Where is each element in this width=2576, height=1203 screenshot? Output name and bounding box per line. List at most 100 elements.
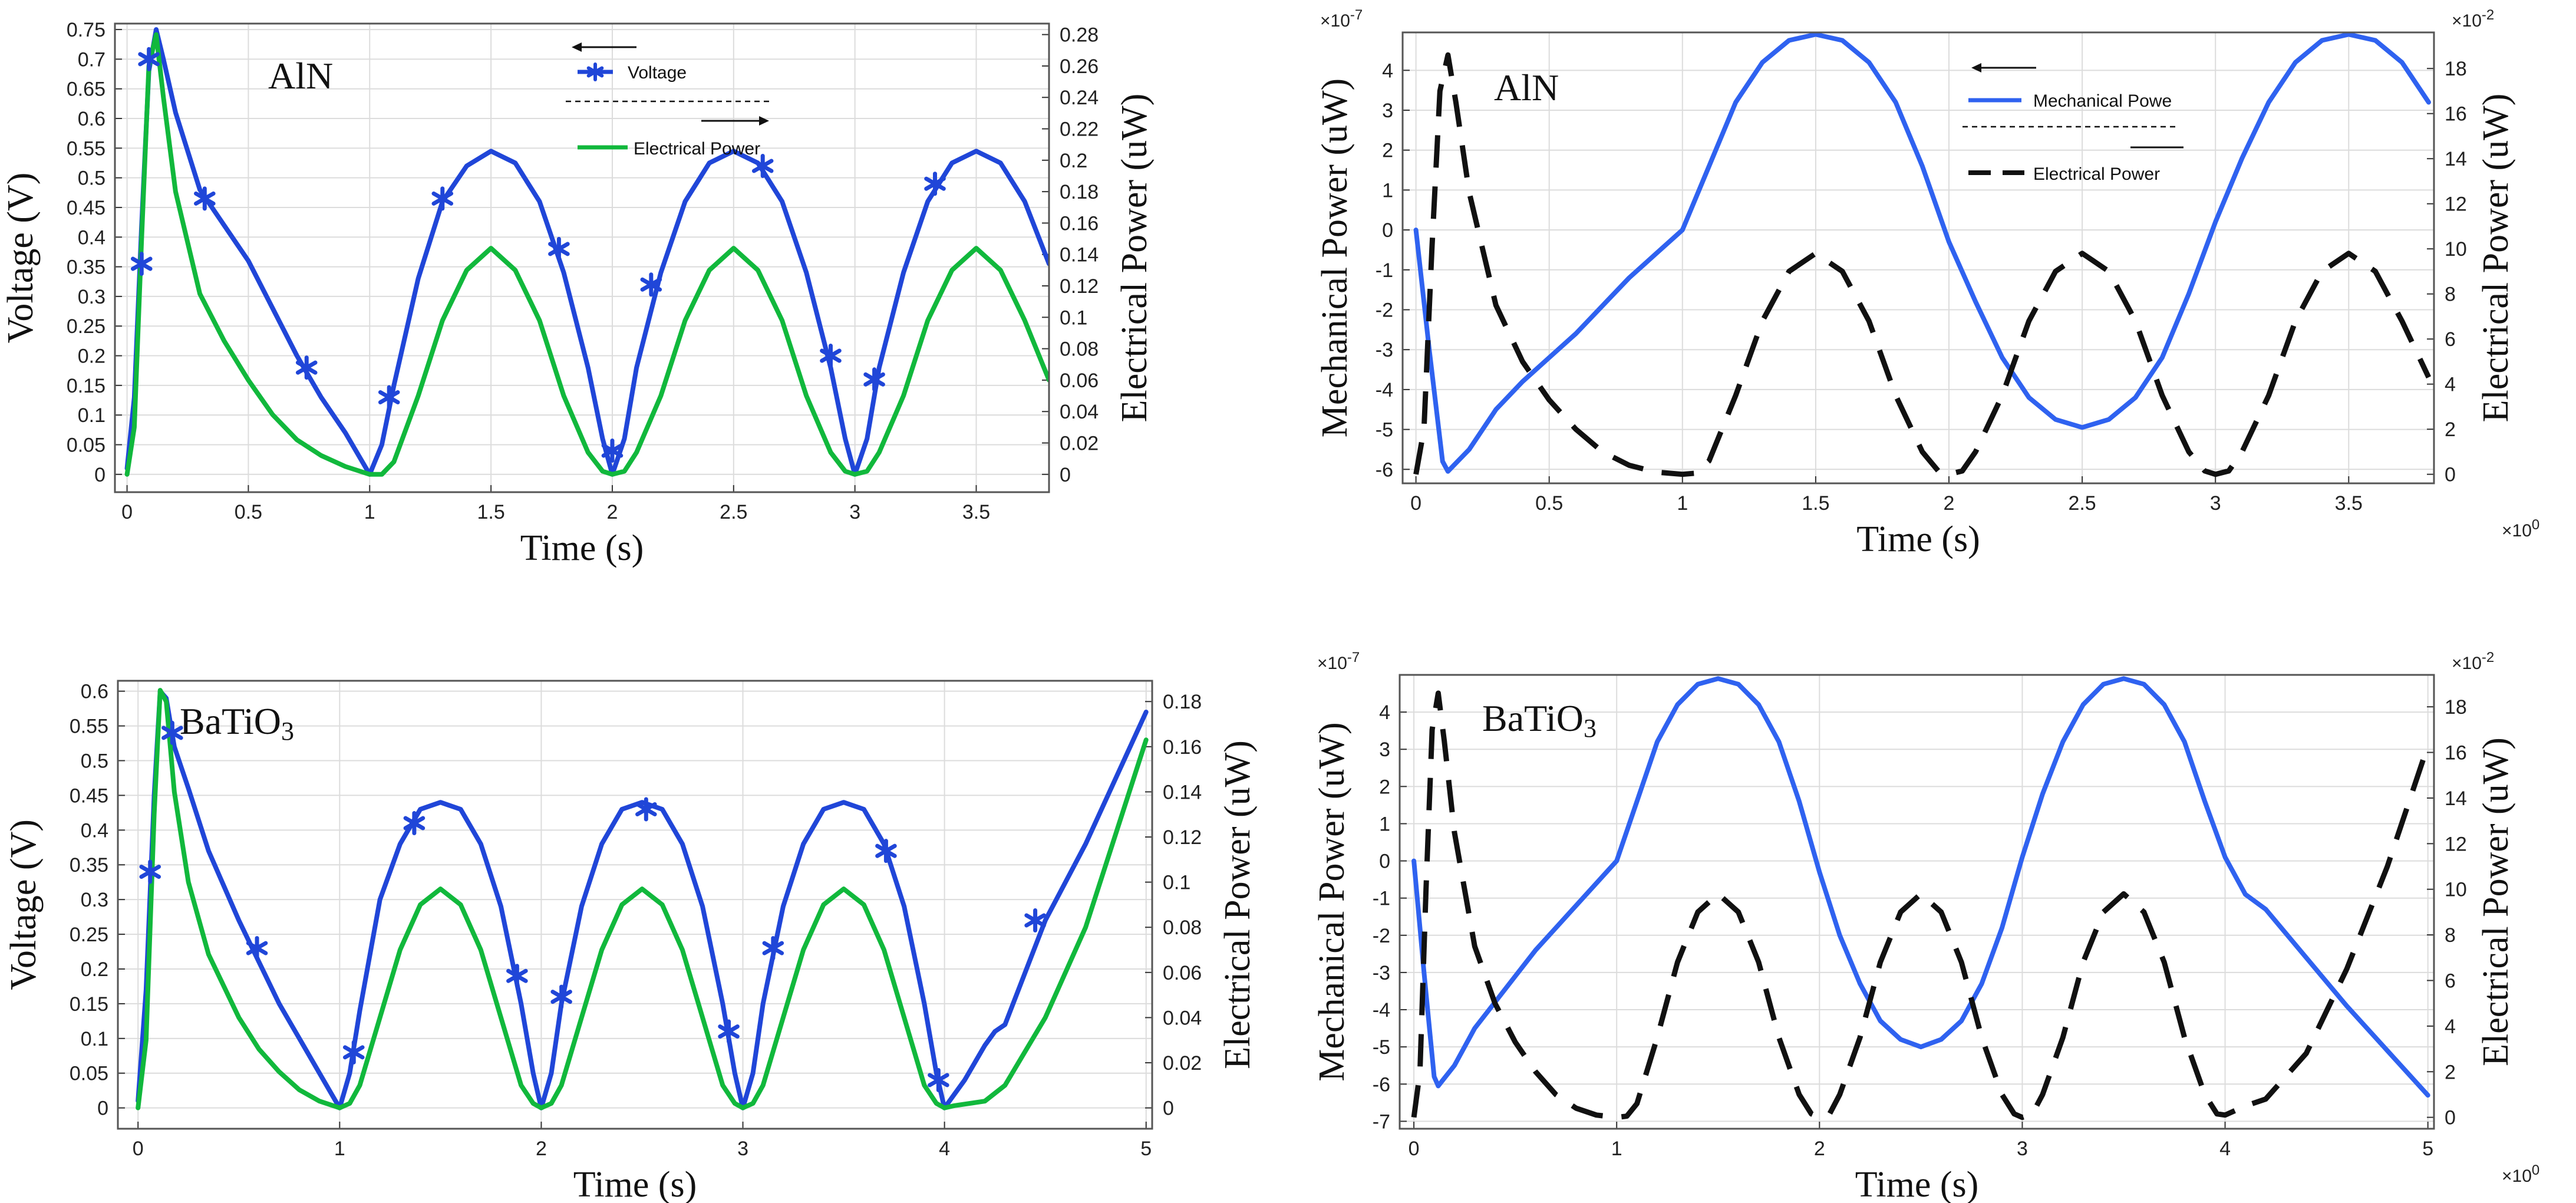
x-tick-label: 3: [2017, 1138, 2028, 1160]
voltage-marker: [431, 186, 454, 211]
x-tick-label: 2: [1944, 492, 1955, 515]
y-tick-label: -5: [1373, 1036, 1390, 1059]
y-tick-label: 4: [1382, 60, 1393, 82]
voltage-marker: [718, 1019, 740, 1044]
x-tick-label: 3: [737, 1138, 748, 1160]
y-tick-label: 0.3: [81, 889, 108, 911]
y-tick-label: 0.15: [67, 375, 105, 397]
y2-tick-label: 0.04: [1163, 1007, 1202, 1029]
chart-aln-voltage: 0 0.5 1 1.5 2 2.5 3 3.5 0 0.05 0.1 0.15 0.2 0.25 0.3 0.…: [1, 19, 1155, 568]
y-exponent-label: ×10-7: [1317, 650, 1360, 673]
y-tick-label: 0: [94, 464, 105, 486]
y2-tick-label: 16: [2445, 103, 2467, 126]
legend: Voltage Electrical Power: [566, 42, 769, 159]
plot-area: [1400, 675, 2434, 1129]
y2-tick-label: 0: [1060, 464, 1071, 486]
y2-tick-label: 0: [2445, 464, 2456, 486]
x-tick-label: 3.5: [962, 501, 990, 523]
y-tick-label: -4: [1373, 999, 1390, 1021]
y-tick-label: 0.05: [70, 1063, 108, 1085]
y-tick-label: 0.2: [81, 958, 108, 981]
y-tick-label: 0.6: [81, 681, 108, 703]
y2-tick-label: 18: [2445, 58, 2467, 80]
y2-tick-label: 0.02: [1060, 433, 1099, 455]
y2-tick-label: 0.18: [1163, 691, 1202, 713]
y-tick-label: 0.5: [81, 750, 108, 773]
y2-tick-label: 6: [2445, 970, 2456, 992]
x-tick-label: 2: [607, 501, 618, 523]
x-tick-label: 4: [939, 1138, 950, 1160]
y-tick-label: 2: [1382, 140, 1393, 162]
y2-tick-label: 8: [2445, 284, 2456, 306]
series-group: [1411, 676, 2430, 1120]
y2-tick-label: 0.24: [1060, 87, 1099, 109]
y-tick-label: 0.3: [78, 286, 105, 308]
grid: [1403, 32, 2434, 483]
y-tick-label: 0.55: [70, 716, 108, 738]
voltage-marker: [139, 859, 161, 884]
plot-frame: [117, 680, 1153, 1130]
y-tick-label: 0.45: [70, 785, 108, 807]
y2-exponent-label: ×10-2: [2452, 650, 2494, 673]
voltage-marker: [161, 720, 183, 745]
y2-tick-label: 0.18: [1060, 181, 1099, 203]
y-tick-label: 3: [1379, 739, 1390, 761]
x-tick-label: 0.5: [1535, 492, 1563, 515]
y2-tick-label: 0.16: [1060, 212, 1099, 235]
y2-tick-label: 12: [2445, 833, 2467, 855]
y2-axis-title: Electrical Power (uW): [1114, 94, 1155, 423]
y2-tick-label: 0.08: [1163, 917, 1202, 939]
y2-tick-label: 0.28: [1060, 24, 1099, 47]
voltage-marker: [928, 1068, 949, 1093]
y-tick-label: 0.25: [70, 924, 108, 946]
series-line-electrical-power: [1411, 690, 2430, 1120]
chart-title: BaTiO3: [180, 700, 294, 746]
x-tick-label: 5: [1140, 1138, 1152, 1160]
y-tick-label: 0.5: [78, 167, 105, 190]
x-exponent-label: ×100: [2502, 517, 2539, 540]
y2-tick-label: 0.22: [1060, 118, 1099, 141]
y-tick-label: 0.45: [67, 197, 105, 219]
y2-tick-label: 2: [2445, 418, 2456, 441]
voltage-marker: [194, 186, 216, 211]
y-tick-label: -1: [1376, 259, 1393, 282]
y-tick-label: 3: [1382, 100, 1393, 122]
y2-tick-label: 10: [2445, 879, 2467, 901]
x-axis-title: Time (s): [520, 528, 644, 568]
y2-tick-label: 10: [2445, 238, 2467, 261]
y2-tick-label: 0.04: [1060, 401, 1099, 423]
y2-tick-label: 0.12: [1060, 275, 1099, 298]
series-line-mechanical-power: [1411, 676, 2430, 1098]
y-tick-label: -4: [1376, 379, 1393, 401]
chart-batio3-voltage: 0 1 2 3 4 500.050.10.150.20.250.30.350.40.450…: [4, 680, 1258, 1203]
series-line-electrical-power: [136, 688, 1149, 1110]
x-exponent-label: ×100: [2502, 1162, 2539, 1186]
y-tick-label: -5: [1376, 419, 1393, 441]
y-tick-label: 0.4: [78, 226, 105, 249]
y-tick-label: 0.35: [70, 854, 108, 876]
y2-tick-label: 4: [2445, 1016, 2456, 1038]
x-tick-label: 4: [2219, 1138, 2231, 1160]
voltage-marker: [1024, 908, 1046, 933]
x-tick-label: 2: [1814, 1138, 1825, 1160]
chart-title: AlN: [268, 55, 333, 97]
y-axis-title: Mechanical Power (uW): [1312, 722, 1352, 1081]
voltage-marker: [601, 439, 624, 463]
voltage-marker: [635, 797, 657, 822]
y-tick-label: 0.75: [67, 19, 105, 41]
x-tick-label: 5: [2422, 1138, 2433, 1160]
plot-frame: [114, 22, 1050, 493]
y-tick-label: -2: [1373, 925, 1390, 947]
voltage-marker: [820, 344, 842, 368]
x-axis-title: Time (s): [1855, 1165, 1979, 1203]
x-tick-label: 0: [121, 501, 133, 523]
legend-label-electrical-power: Electrical Power: [634, 139, 760, 159]
x-tick-label: 1: [1677, 492, 1688, 515]
x-tick-label: 0: [133, 1138, 144, 1160]
y-tick-label: 0.4: [81, 819, 108, 842]
voltage-marker: [130, 252, 153, 276]
y-tick-label: 0.35: [67, 256, 105, 279]
y-tick-label: 4: [1379, 701, 1390, 724]
x-tick-label: 2: [536, 1138, 547, 1160]
x-tick-label: 1.5: [477, 501, 504, 523]
